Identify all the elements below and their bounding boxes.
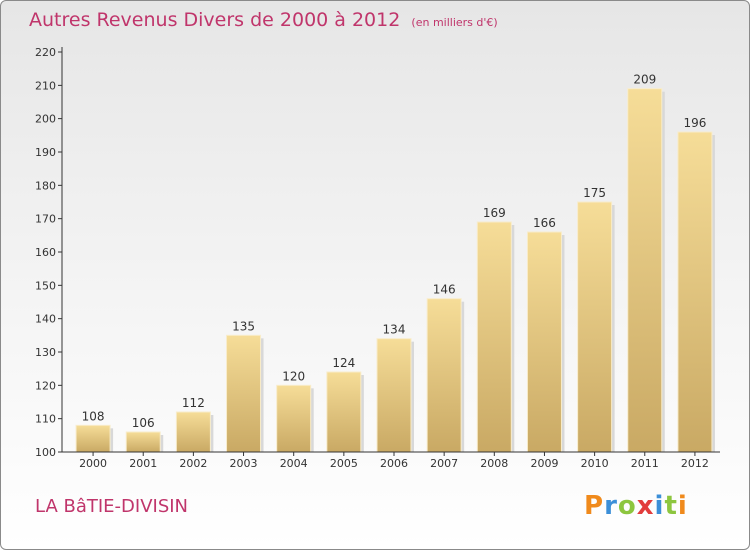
chart-title: Autres Revenus Divers de 2000 à 2012 bbox=[29, 9, 401, 31]
x-tick-label: 2012 bbox=[681, 457, 709, 470]
y-tick-label: 190 bbox=[35, 146, 56, 159]
bar-2010 bbox=[577, 201, 613, 453]
axes-group: 2000 2001 2002 2003 2004 2005 2006 2007 2008 2009… bbox=[35, 46, 720, 470]
logo-letter: P bbox=[584, 491, 605, 521]
x-tick-label: 2009 bbox=[530, 457, 558, 470]
y-tick-label: 220 bbox=[35, 46, 56, 59]
data-label: 169 bbox=[483, 206, 506, 220]
bar-2012 bbox=[677, 131, 713, 453]
y-tick-label: 110 bbox=[35, 413, 56, 426]
y-tick-label: 180 bbox=[35, 179, 56, 192]
x-tick-label: 2003 bbox=[230, 457, 258, 470]
data-label: 134 bbox=[383, 323, 406, 337]
logo-letter: x bbox=[636, 491, 655, 521]
data-label: 175 bbox=[583, 186, 606, 200]
x-tick-label: 2001 bbox=[129, 457, 157, 470]
data-label: 196 bbox=[683, 116, 706, 130]
logo-letter: i bbox=[654, 491, 665, 521]
logo-letter: r bbox=[604, 491, 618, 521]
bar-2008 bbox=[476, 221, 512, 453]
data-label: 166 bbox=[533, 216, 556, 230]
x-tick-label: 2000 bbox=[79, 457, 107, 470]
x-tick-label: 2004 bbox=[280, 457, 308, 470]
x-tick-label: 2006 bbox=[380, 457, 408, 470]
y-tick-label: 130 bbox=[35, 346, 56, 359]
bar-2002 bbox=[175, 411, 211, 453]
data-label: 209 bbox=[633, 73, 656, 87]
commune-name: LA BâTIE-DIVISIN bbox=[35, 496, 189, 517]
y-tick-label: 160 bbox=[35, 246, 56, 259]
bar-2009 bbox=[526, 231, 562, 453]
bar-2005 bbox=[326, 371, 362, 453]
y-tick-label: 210 bbox=[35, 79, 56, 92]
bar-2011 bbox=[627, 88, 663, 453]
y-tick-label: 200 bbox=[35, 113, 56, 126]
bar-2001 bbox=[125, 431, 161, 453]
data-label: 146 bbox=[433, 283, 456, 297]
logo-letter: t bbox=[664, 491, 678, 521]
y-tick-label: 120 bbox=[35, 379, 56, 392]
bar-2000 bbox=[75, 424, 111, 453]
data-label: 106 bbox=[132, 416, 155, 430]
proxiti-logo: Proxiti bbox=[584, 491, 688, 521]
y-tick-label: 100 bbox=[35, 446, 56, 459]
data-label: 120 bbox=[282, 369, 305, 383]
bars-group: 108 106 112 135 120 124 134 146 169 166 175 209 196 bbox=[75, 73, 715, 453]
x-tick-label: 2011 bbox=[631, 457, 659, 470]
x-tick-label: 2008 bbox=[480, 457, 508, 470]
x-tick-label: 2010 bbox=[581, 457, 609, 470]
logo-letter: i bbox=[677, 491, 688, 521]
bar-2006 bbox=[376, 338, 412, 453]
data-label: 112 bbox=[182, 396, 205, 410]
chart-subtitle: (en milliers d'€) bbox=[411, 16, 498, 29]
x-tick-label: 2002 bbox=[179, 457, 207, 470]
chart-title-group: Autres Revenus Divers de 2000 à 2012 (en… bbox=[29, 9, 498, 31]
x-tick-label: 2007 bbox=[430, 457, 458, 470]
y-tick-label: 150 bbox=[35, 279, 56, 292]
y-tick-label: 140 bbox=[35, 313, 56, 326]
x-tick-label: 2005 bbox=[330, 457, 358, 470]
data-label: 124 bbox=[332, 356, 355, 370]
y-tick-label: 170 bbox=[35, 213, 56, 226]
data-label: 135 bbox=[232, 319, 255, 333]
logo-letter: o bbox=[617, 491, 637, 521]
bar-2007 bbox=[426, 298, 462, 453]
data-label: 108 bbox=[82, 409, 105, 423]
bar-2004 bbox=[276, 384, 312, 453]
bar-2003 bbox=[226, 334, 262, 453]
